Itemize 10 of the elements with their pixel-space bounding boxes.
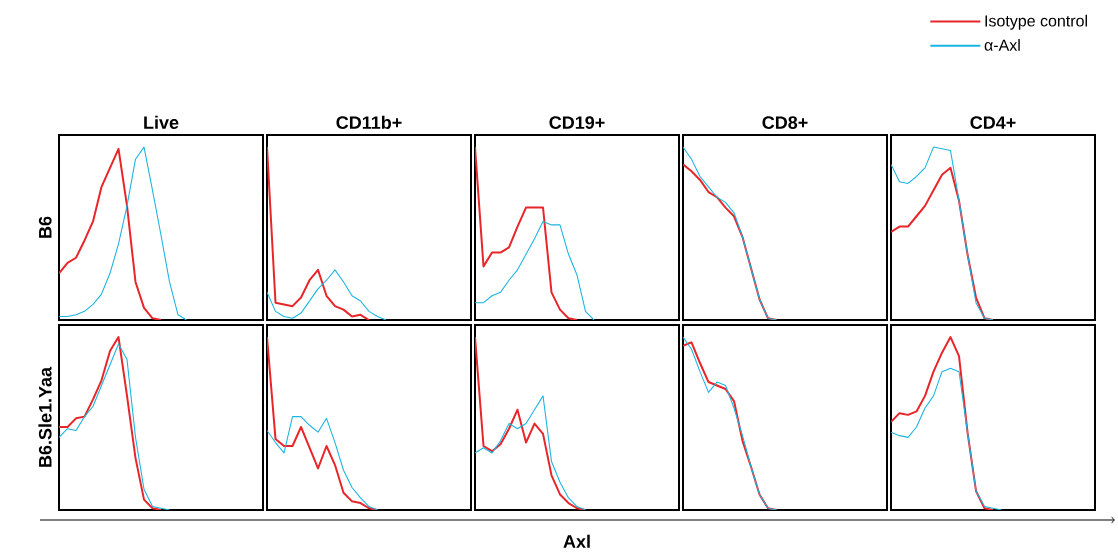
- chart-title: CD4+: [970, 116, 1016, 129]
- x-axis-title: Axl: [563, 534, 590, 548]
- chart-title: Live: [144, 115, 179, 129]
- chart-title: CD8+: [762, 116, 808, 129]
- chart-title: CD11b+: [336, 115, 402, 129]
- y-axis-title: B6: [38, 216, 52, 238]
- legend-label: Isotype control: [985, 14, 1087, 30]
- chart-title: CD19+: [549, 116, 605, 129]
- y-axis-title: B6.Sle1.Yaa: [38, 366, 52, 467]
- legend-label: α-Axl: [984, 39, 1020, 51]
